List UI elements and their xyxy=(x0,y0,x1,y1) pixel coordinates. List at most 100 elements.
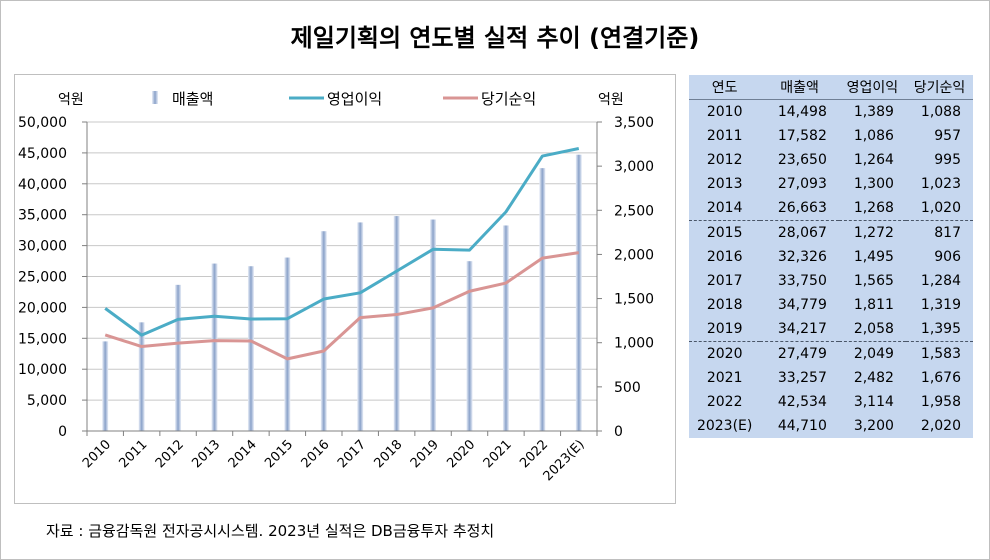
sales-bar xyxy=(284,257,291,431)
x-tick-label: 2011 xyxy=(116,437,150,471)
table-row: 2014 26,663 1,268 1,020 xyxy=(689,196,973,221)
right-tick-label: 2,000 xyxy=(614,247,654,263)
table-cell: 26,663 xyxy=(760,196,839,221)
table-cell: 1,565 xyxy=(838,269,906,293)
table-cell: 2014 xyxy=(689,196,761,221)
x-tick-label: 2013 xyxy=(189,437,223,471)
table-cell: 2023(E) xyxy=(689,414,761,438)
left-tick-label: 45,000 xyxy=(18,146,67,162)
table-row: 2011 17,582 1,086 957 xyxy=(689,124,973,148)
table-cell: 1,088 xyxy=(905,99,973,124)
sales-bar xyxy=(247,266,254,431)
table-cell: 44,710 xyxy=(760,414,839,438)
table-cell: 957 xyxy=(905,124,973,148)
data-table: 연도 매출액 영업이익 당기순익 2010 14,498 1,389 1,088 2011 17… xyxy=(689,75,973,438)
table-row: 2012 23,650 1,264 995 xyxy=(689,148,973,172)
table-cell: 1,583 xyxy=(905,341,973,366)
table-row: 2013 27,093 1,300 1,023 xyxy=(689,172,973,196)
table-cell: 1,264 xyxy=(838,148,906,172)
right-tick-label: 0 xyxy=(614,424,623,440)
left-tick-label: 5,000 xyxy=(27,393,67,409)
right-tick-label: 3,500 xyxy=(614,115,654,131)
x-tick-label: 2012 xyxy=(153,437,187,471)
table-cell: 906 xyxy=(905,245,973,269)
table-header-cell: 연도 xyxy=(689,75,761,100)
table-cell: 1,272 xyxy=(838,220,906,245)
table-cell: 1,319 xyxy=(905,293,973,317)
left-tick-label: 15,000 xyxy=(18,331,67,347)
sales-bar xyxy=(138,322,145,431)
left-tick-label: 0 xyxy=(58,424,67,440)
right-tick-label: 2,500 xyxy=(614,203,654,219)
net-income-line xyxy=(104,251,580,361)
table-cell: 2015 xyxy=(689,220,761,245)
table-cell: 2022 xyxy=(689,390,761,414)
x-tick-label: 2018 xyxy=(371,437,405,471)
table-row: 2017 33,750 1,565 1,284 xyxy=(689,269,973,293)
sales-bar xyxy=(211,263,218,431)
right-axis-unit: 억원 xyxy=(598,92,624,108)
table-cell: 23,650 xyxy=(760,148,839,172)
table-cell: 2018 xyxy=(689,293,761,317)
table-row: 2020 27,479 2,049 1,583 xyxy=(689,341,973,366)
table-row: 2016 32,326 1,495 906 xyxy=(689,245,973,269)
sales-bar xyxy=(430,219,437,431)
table-cell: 1,958 xyxy=(905,390,973,414)
table-cell: 1,023 xyxy=(905,172,973,196)
x-tick-label: 2020 xyxy=(444,437,478,471)
table-cell: 2013 xyxy=(689,172,761,196)
table-row: 2015 28,067 1,272 817 xyxy=(689,220,973,245)
x-tick-label: 2015 xyxy=(262,437,296,471)
legend-operating-label: 영업이익 xyxy=(327,90,382,108)
table-cell: 27,479 xyxy=(760,341,839,366)
table-cell: 28,067 xyxy=(760,220,839,245)
sales-bar xyxy=(502,225,509,431)
legend-sales-label: 매출액 xyxy=(172,90,213,108)
table-cell: 1,811 xyxy=(838,293,906,317)
x-tick-label: 2010 xyxy=(80,437,114,471)
right-tick-label: 1,000 xyxy=(614,336,654,352)
left-tick-label: 30,000 xyxy=(18,239,67,255)
table-cell: 42,534 xyxy=(760,390,839,414)
x-tick-label: 2023(E) xyxy=(541,437,588,484)
operating-profit-line xyxy=(104,147,580,337)
table-cell: 1,086 xyxy=(838,124,906,148)
page-title: 제일기획의 연도별 실적 추이 (연결기준) xyxy=(290,24,700,52)
left-tick-label: 20,000 xyxy=(18,300,67,316)
table-cell: 2017 xyxy=(689,269,761,293)
table-cell: 1,395 xyxy=(905,317,973,342)
table-cell: 34,217 xyxy=(760,317,839,342)
chart-box xyxy=(14,74,676,504)
source-note: 자료 : 금융감독원 전자공시시스템. 2023년 실적은 DB금융투자 추정치 xyxy=(46,522,495,540)
sales-bar xyxy=(393,216,400,431)
table-row: 2019 34,217 2,058 1,395 xyxy=(689,317,973,342)
left-tick-label: 25,000 xyxy=(18,270,67,286)
table-cell: 1,300 xyxy=(838,172,906,196)
table-cell: 27,093 xyxy=(760,172,839,196)
table-cell: 14,498 xyxy=(760,99,839,124)
x-tick-label: 2014 xyxy=(226,437,260,471)
x-tick-label: 2017 xyxy=(335,437,369,471)
table-cell: 17,582 xyxy=(760,124,839,148)
sales-bar xyxy=(539,168,546,431)
sales-bar xyxy=(175,284,182,431)
table-cell: 2016 xyxy=(689,245,761,269)
table-cell: 2,482 xyxy=(838,366,906,390)
x-tick-label: 2022 xyxy=(517,437,551,471)
table-header-cell: 영업이익 xyxy=(838,75,906,100)
sales-bar xyxy=(575,154,582,431)
table-cell: 1,676 xyxy=(905,366,973,390)
left-tick-label: 50,000 xyxy=(18,115,67,131)
table-cell: 2,049 xyxy=(838,341,906,366)
table-cell: 33,750 xyxy=(760,269,839,293)
table-cell: 1,389 xyxy=(838,99,906,124)
table-cell: 3,114 xyxy=(838,390,906,414)
x-tick-label: 2016 xyxy=(299,437,333,471)
x-tick-label: 2019 xyxy=(408,437,442,471)
table-header-cell: 매출액 xyxy=(760,75,839,100)
legend-sales-swatch xyxy=(152,91,158,104)
x-tick-label: 2021 xyxy=(481,437,515,471)
table-cell: 1,284 xyxy=(905,269,973,293)
right-tick-label: 3,000 xyxy=(614,159,654,175)
sales-bar xyxy=(357,222,364,431)
